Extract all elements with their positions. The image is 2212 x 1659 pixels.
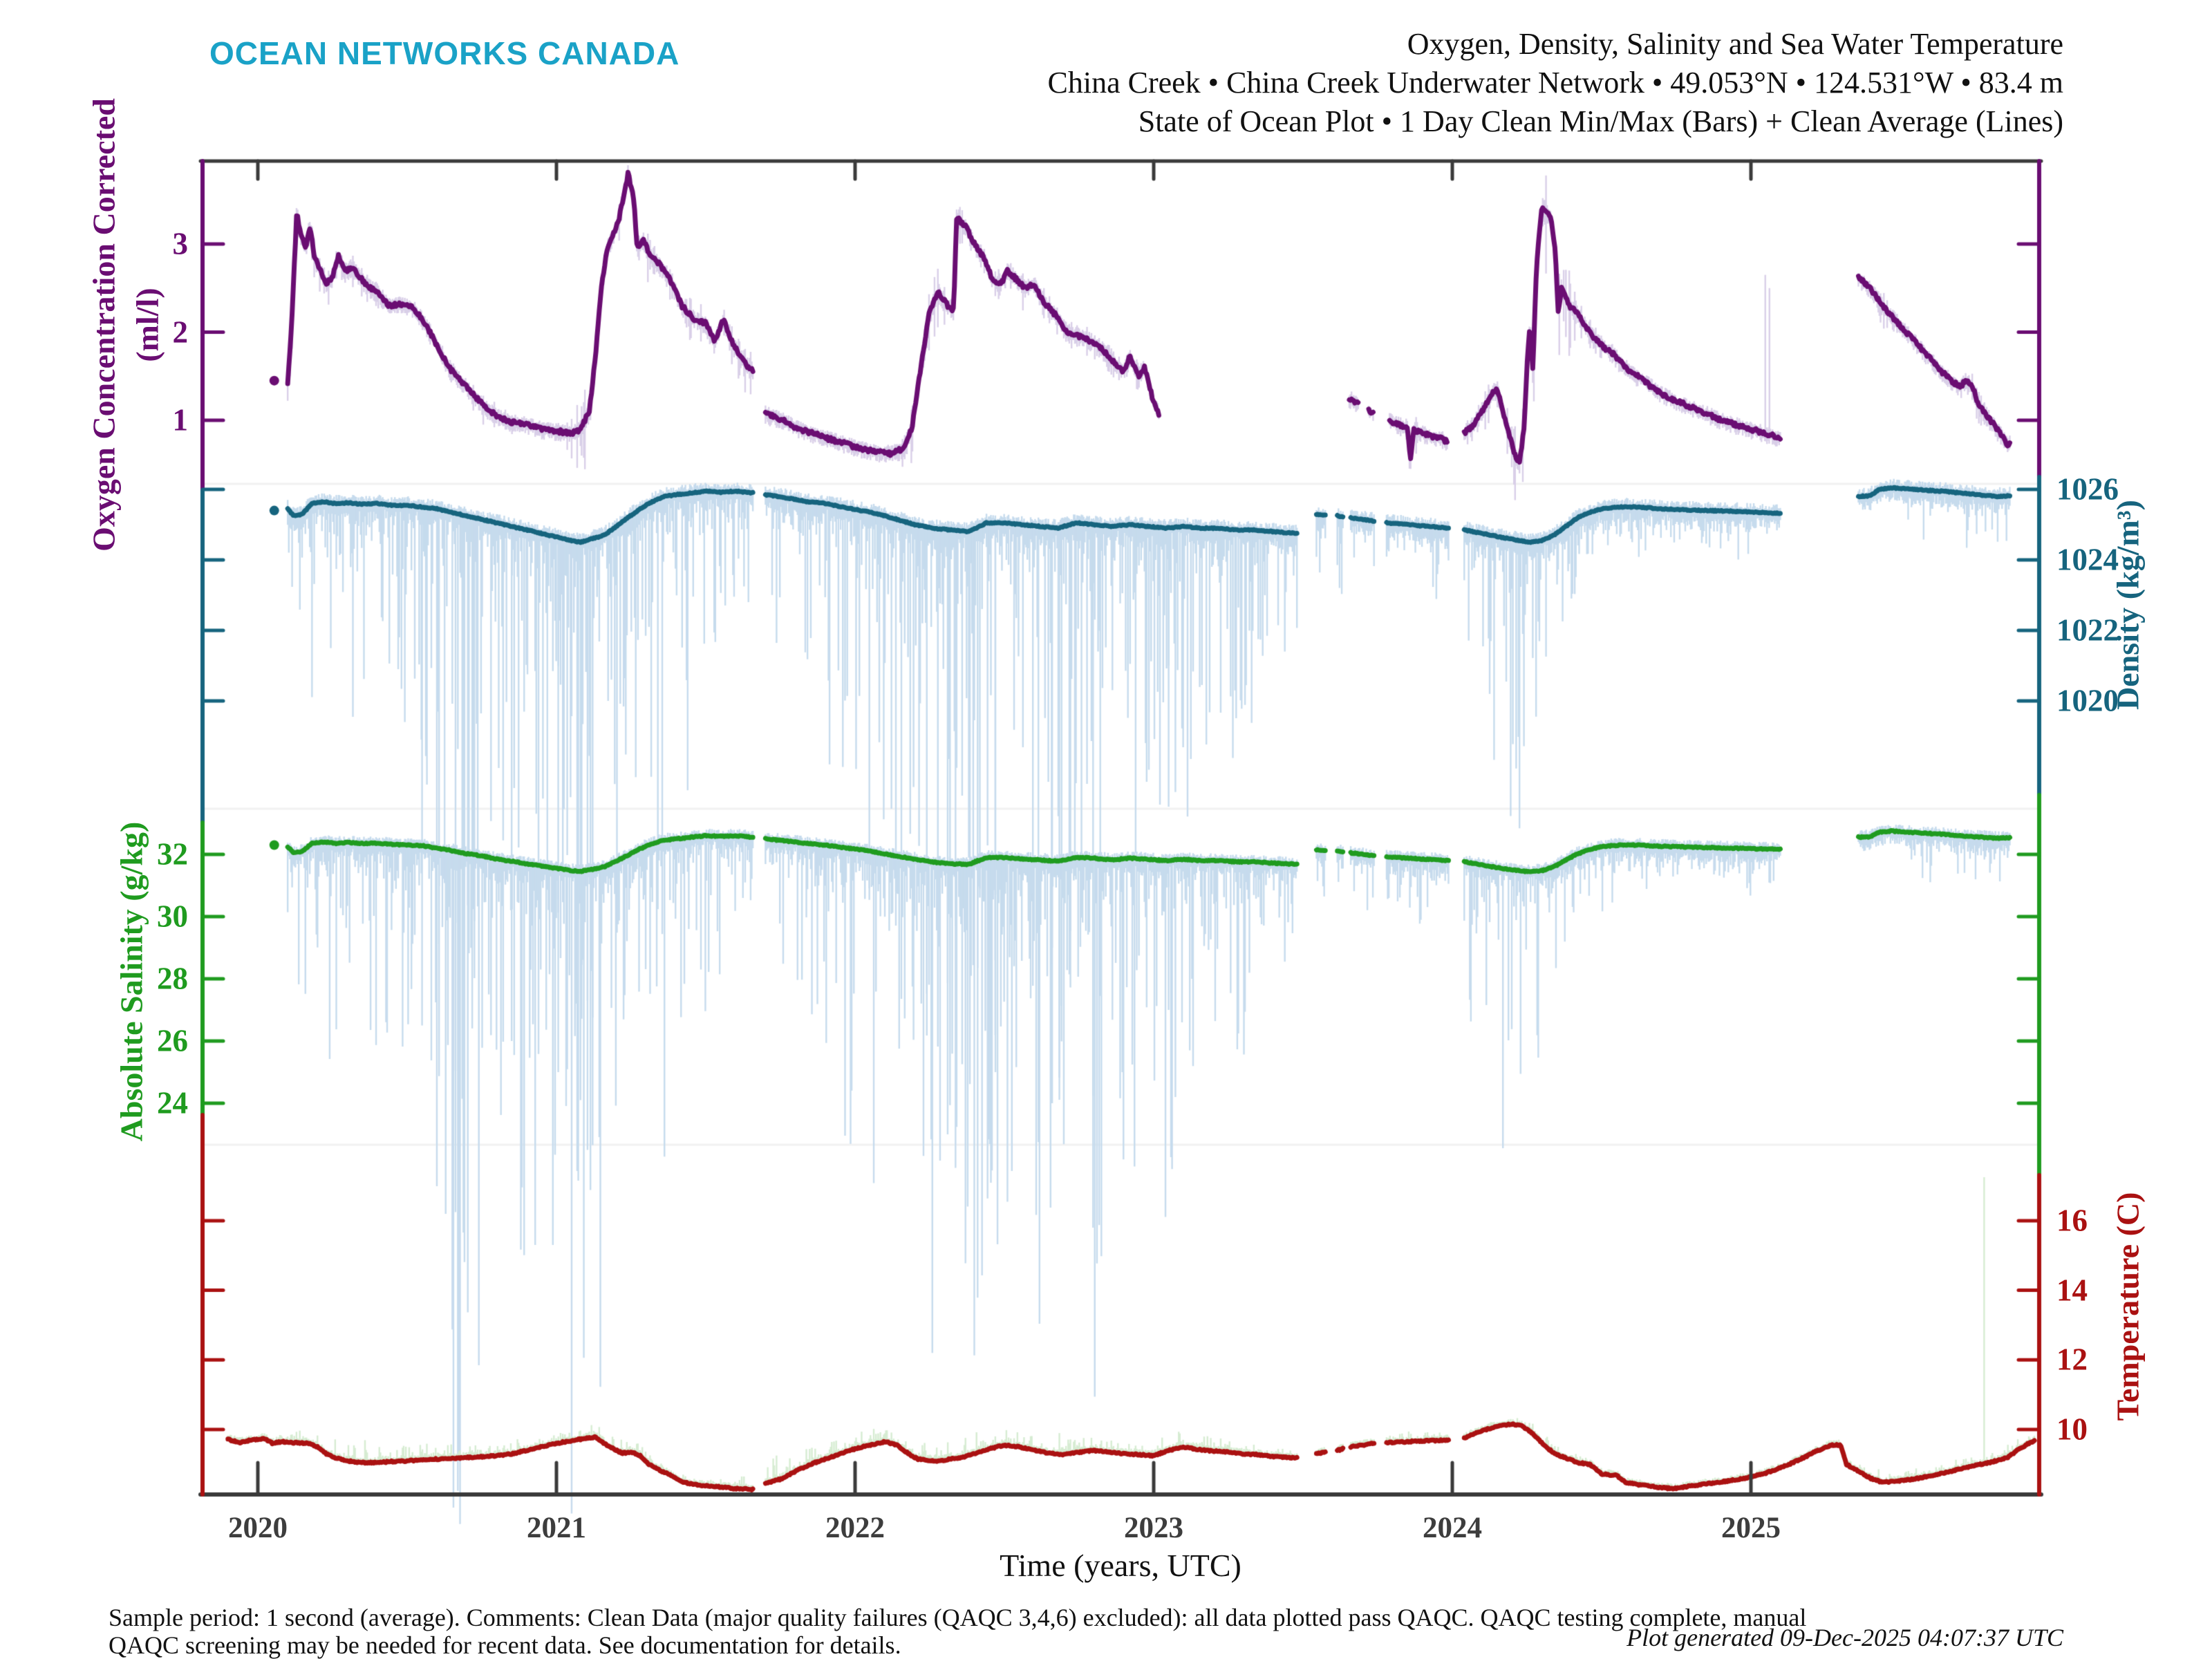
y-axis-title-density: Density (kg/m³) [2110,500,2146,710]
plot-title: Oxygen, Density, Salinity and Sea Water … [1048,25,2064,141]
y-tick-label-oxygen-1: 1 [172,402,189,438]
y-tick-label-density-1022: 1022 [2056,612,2119,648]
y-tick-label-salinity-32: 32 [157,836,188,872]
x-tick-label-2025: 2025 [1721,1512,1781,1544]
plot-title-line1: Oxygen, Density, Salinity and Sea Water … [1407,27,2063,61]
plot-generated-timestamp: Plot generated 09-Dec-2025 04:07:37 UTC [1627,1624,2063,1651]
y-tick-label-temperature-10: 10 [2056,1412,2088,1447]
y-tick-label-oxygen-3: 3 [172,226,189,261]
y-tick-label-density-1024: 1024 [2056,542,2119,577]
y-axis-title-temperature: Temperature (C) [2110,1192,2146,1421]
y-axis-title-oxygen-units: (ml/l) [129,288,165,362]
y-tick-label-temperature-16: 16 [2056,1203,2088,1238]
y-axis-title-oxygen: Oxygen Concentration Corrected [86,98,122,552]
y-tick-label-salinity-28: 28 [157,961,188,996]
y-tick-label-salinity-24: 24 [157,1085,188,1121]
y-tick-label-density-1026: 1026 [2056,471,2119,507]
y-axis-title-salinity: Absolute Salinity (g/kg) [113,821,149,1142]
onc-logo: OCEAN NETWORKS CANADA [209,35,680,71]
plot-title-line2: China Creek • China Creek Underwater Net… [1047,66,2064,100]
y-tick-label-salinity-26: 26 [157,1023,188,1058]
y-tick-label-density-1020: 1020 [2056,683,2119,718]
x-tick-label-2020: 2020 [228,1512,288,1544]
y-tick-label-salinity-30: 30 [157,899,188,934]
x-tick-label-2022: 2022 [825,1512,885,1544]
plot-title-line3: State of Ocean Plot • 1 Day Clean Min/Ma… [1138,104,2063,138]
x-tick-label-2024: 2024 [1423,1512,1482,1544]
y-tick-label-temperature-12: 12 [2056,1342,2088,1377]
footer-comment-line2: QAQC screening may be needed for recent … [109,1631,901,1659]
x-tick-label-2023: 2023 [1124,1512,1183,1544]
y-tick-label-oxygen-2: 2 [172,315,189,349]
x-axis-title: Time (years, UTC) [1000,1548,1241,1583]
x-tick-label-2021: 2021 [527,1512,586,1544]
footer-comment-line1: Sample period: 1 second (average). Comme… [109,1604,1807,1631]
y-tick-label-temperature-14: 14 [2056,1273,2088,1308]
footer-comments: Sample period: 1 second (average). Comme… [109,1604,1806,1659]
